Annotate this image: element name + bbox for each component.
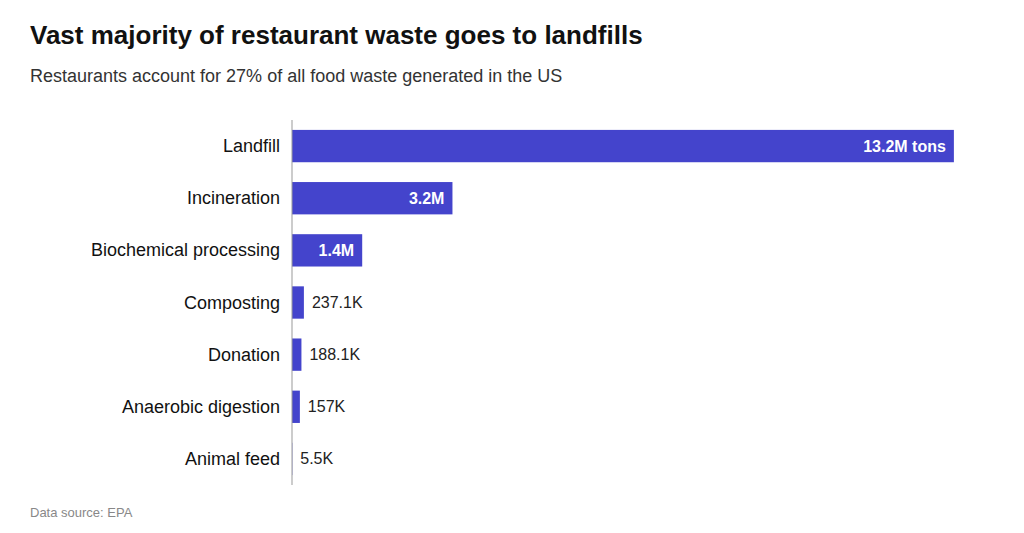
- title: Vast majority of restaurant waste goes t…: [30, 20, 643, 50]
- data-label: 157K: [308, 398, 346, 415]
- data-label: 5.5K: [300, 450, 333, 467]
- bar: [292, 286, 304, 318]
- bar: [292, 182, 452, 214]
- chart-svg: Vast majority of restaurant waste goes t…: [0, 0, 1024, 533]
- source: Data source: EPA: [30, 505, 133, 520]
- chart-container: Vast majority of restaurant waste goes t…: [0, 0, 1024, 533]
- category-label: Donation: [208, 345, 280, 365]
- data-label: 1.4M: [319, 242, 355, 259]
- data-label: 188.1K: [309, 346, 360, 363]
- bar: [292, 391, 300, 423]
- data-label: 237.1K: [312, 294, 363, 311]
- bar: [292, 130, 954, 162]
- category-label: Incineration: [187, 188, 280, 208]
- category-label: Biochemical processing: [91, 240, 280, 260]
- category-label: Animal feed: [185, 449, 280, 469]
- category-label: Anaerobic digestion: [122, 397, 280, 417]
- subtitle: Restaurants account for 27% of all food …: [30, 66, 562, 86]
- category-label: Landfill: [223, 136, 280, 156]
- bar: [292, 338, 301, 370]
- background: [0, 0, 1024, 533]
- bar: [292, 234, 362, 266]
- category-label: Composting: [184, 293, 280, 313]
- baseline: [292, 120, 293, 485]
- labels: Landfill 13.2M tons Incineration 3.2M Bioche…: [91, 136, 946, 469]
- data-label: 3.2M: [409, 190, 445, 207]
- bars: [292, 130, 954, 475]
- data-label: 13.2M tons: [863, 138, 946, 155]
